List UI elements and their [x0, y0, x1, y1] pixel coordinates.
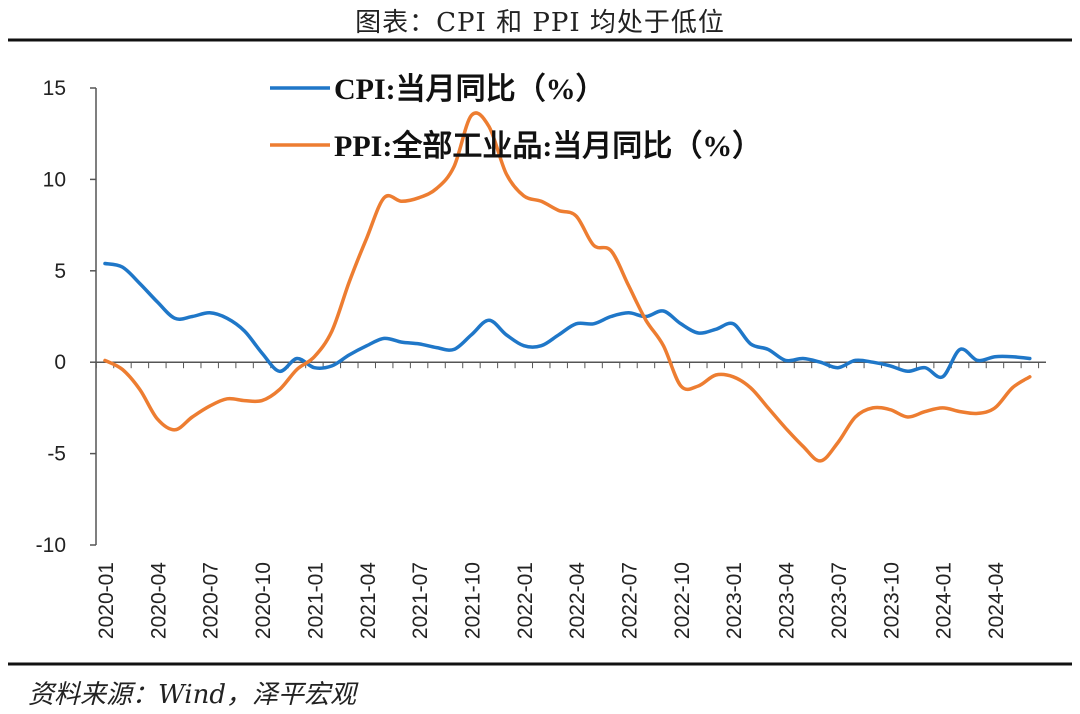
- x-tick-label: 2023-07: [828, 562, 851, 639]
- y-tick-label: 10: [43, 168, 66, 191]
- y-tick-label: 15: [43, 77, 66, 100]
- legend-item-cpi: CPI:当月同比（%）: [270, 72, 606, 106]
- x-tick-label: 2020-10: [252, 562, 275, 639]
- ppi-line: [103, 111, 1032, 463]
- x-tick-label: 2020-01: [95, 562, 118, 639]
- x-tick-label: 2022-01: [514, 562, 537, 639]
- axes: 15 10 5 0 -5 -10 2020-01 2020-04 2020-07 2020-10 2…: [36, 77, 1046, 639]
- x-tick-label: 2021-07: [409, 562, 432, 639]
- x-tick-label: 2022-04: [566, 562, 589, 639]
- x-tick-label: 2022-07: [619, 562, 642, 639]
- y-tick-label: 5: [54, 260, 66, 283]
- x-tick-label: 2023-10: [880, 562, 903, 639]
- x-tick-label: 2021-04: [357, 562, 380, 639]
- y-tick-label: -10: [36, 534, 66, 557]
- x-tick-label: 2021-10: [461, 562, 484, 639]
- legend: CPI:当月同比（%） PPI:全部工业品:当月同比（%）: [270, 72, 762, 163]
- series-lines: [103, 111, 1032, 463]
- y-tick-label: -5: [47, 443, 66, 466]
- x-tick-label: 2021-01: [304, 562, 327, 639]
- legend-label: PPI:全部工业品:当月同比（%）: [334, 129, 762, 163]
- legend-label: CPI:当月同比（%）: [334, 72, 606, 106]
- x-tick-label: 2024-04: [985, 562, 1008, 639]
- x-tick-label: 2022-10: [671, 562, 694, 639]
- legend-item-ppi: PPI:全部工业品:当月同比（%）: [270, 129, 762, 163]
- source-note: 资料来源：Wind，泽平宏观: [28, 680, 356, 710]
- cpi-line: [103, 261, 1032, 380]
- x-tick-label: 2020-04: [147, 562, 170, 639]
- x-tick-label: 2024-01: [933, 562, 956, 639]
- x-tick-label: 2020-07: [200, 562, 223, 639]
- chart-title: 图表：CPI 和 PPI 均处于低位: [355, 8, 725, 38]
- y-tick-label: 0: [54, 351, 66, 374]
- x-tick-label: 2023-04: [776, 562, 799, 639]
- x-tick-label: 2023-01: [723, 562, 746, 639]
